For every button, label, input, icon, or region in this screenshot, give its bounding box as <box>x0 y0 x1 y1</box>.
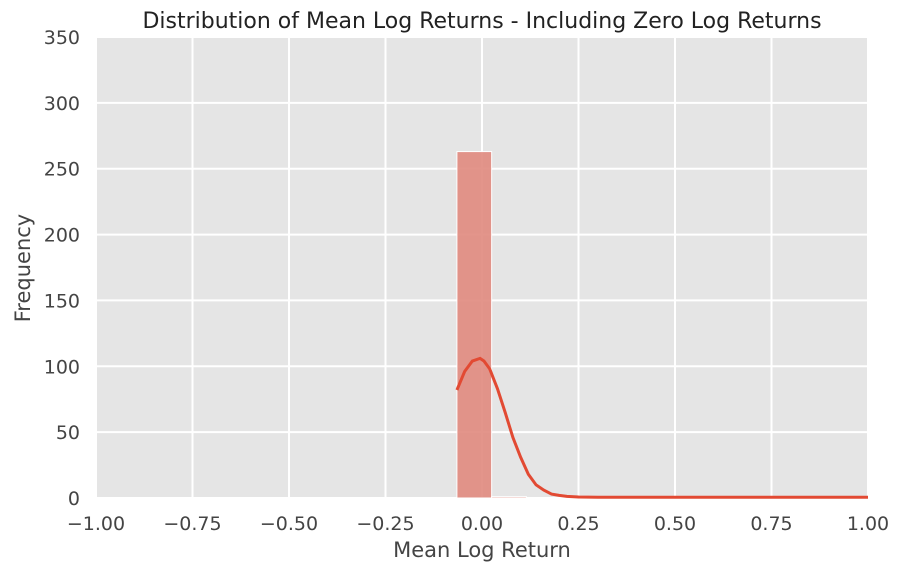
y-tick-label: 300 <box>44 93 80 115</box>
y-tick-label: 250 <box>44 159 80 181</box>
x-tick-labels: −1.00 −0.75 −0.50 −0.25 0.00 0.25 0.50 0.75 1.00 <box>67 513 889 535</box>
y-tick-label: 100 <box>44 356 80 378</box>
x-tick-label: 0.75 <box>750 513 792 535</box>
y-tick-label: 150 <box>44 290 80 312</box>
chart-title: Distribution of Mean Log Returns - Inclu… <box>142 9 821 34</box>
x-tick-label: −0.75 <box>163 513 221 535</box>
histogram-bar <box>456 151 493 499</box>
histogram-bar <box>491 496 527 499</box>
y-tick-label: 50 <box>56 422 80 444</box>
y-tick-label: 350 <box>44 27 80 49</box>
x-tick-label: 0.50 <box>654 513 696 535</box>
x-tick-label: 1.00 <box>847 513 889 535</box>
x-tick-label: 0.25 <box>557 513 599 535</box>
y-axis-label: Frequency <box>11 214 35 323</box>
y-tick-labels: 0 50 100 150 200 250 300 350 <box>44 27 80 510</box>
y-tick-label: 200 <box>44 225 80 247</box>
kde-line <box>455 356 868 499</box>
x-tick-label: −0.50 <box>260 513 318 535</box>
x-axis-label: Mean Log Return <box>393 538 571 562</box>
x-tick-label: −0.25 <box>356 513 414 535</box>
histogram-bars <box>456 151 869 499</box>
x-tick-label: −1.00 <box>67 513 125 535</box>
x-tick-label: 0.00 <box>461 513 503 535</box>
y-tick-label: 0 <box>68 488 80 510</box>
